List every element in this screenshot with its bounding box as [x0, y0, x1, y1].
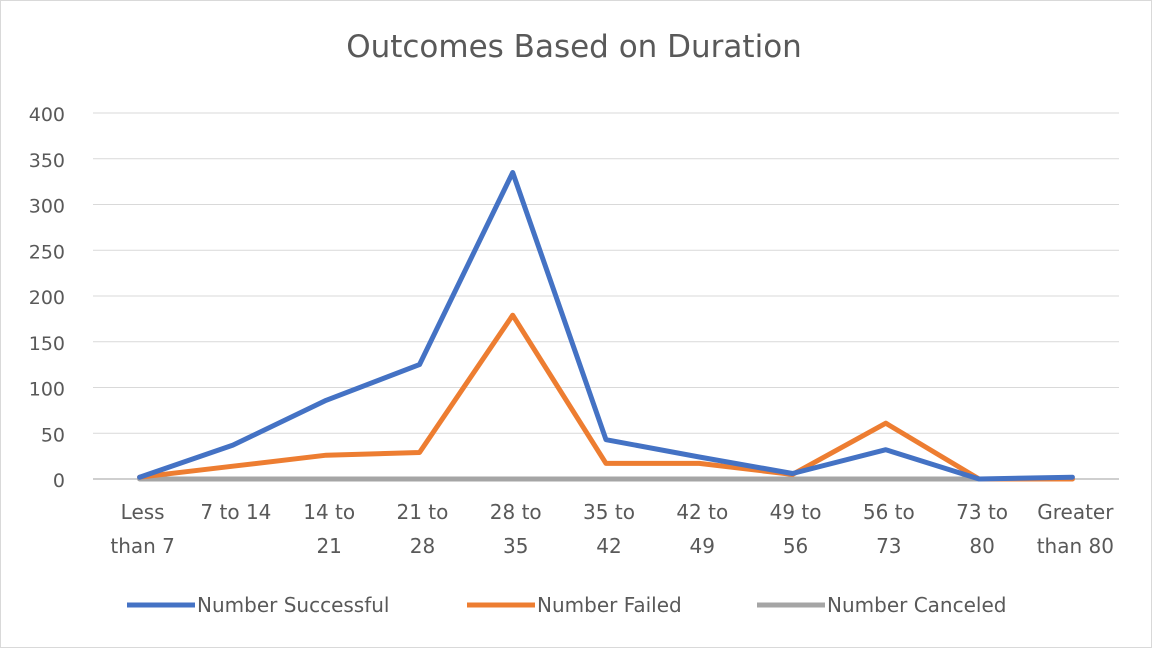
y-tick-label: 50: [41, 424, 65, 446]
legend-label: Number Successful: [197, 593, 389, 617]
x-tick-label: Less than 7: [110, 500, 175, 558]
y-tick-label: 350: [29, 150, 65, 172]
y-tick-label: 0: [53, 470, 65, 492]
legend: Number Successful Number Failed Number Can…: [127, 593, 1006, 617]
y-tick-label: 250: [29, 241, 65, 263]
x-tick-label: 21 to 28: [397, 500, 449, 558]
y-tick-label: 300: [29, 196, 65, 218]
x-tick-label: Greater than 80: [1037, 500, 1115, 558]
series-line-number-failed: [137, 312, 1075, 482]
y-tick-label: 200: [29, 287, 65, 309]
x-tick-label: 49 to 56: [770, 500, 822, 558]
x-axis-tick-labels: Less than 7 7 to 14 14 to 21 21 to 28 28 to 35 35…: [110, 500, 1114, 558]
series-lines: [137, 170, 1075, 482]
series-line-number-successful: [137, 170, 1075, 482]
legend-label: Number Failed: [537, 593, 682, 617]
legend-label: Number Canceled: [827, 593, 1006, 617]
x-tick-label: 28 to 35: [490, 500, 542, 558]
x-tick-label: 73 to 80: [956, 500, 1008, 558]
x-tick-label: 56 to 73: [863, 500, 915, 558]
x-tick-label: 42 to 49: [676, 500, 728, 558]
y-tick-label: 150: [29, 333, 65, 355]
y-axis-tick-labels: 0 50 100 150 200 250 300 350 400: [29, 104, 65, 492]
y-tick-label: 100: [29, 379, 65, 401]
y-tick-label: 400: [29, 104, 65, 126]
x-tick-label: 7 to 14: [200, 500, 271, 524]
x-tick-label: 14 to 21: [303, 500, 355, 558]
chart-title: Outcomes Based on Duration: [346, 29, 802, 65]
gridlines: [93, 112, 1119, 480]
x-tick-label: 35 to 42: [583, 500, 635, 558]
